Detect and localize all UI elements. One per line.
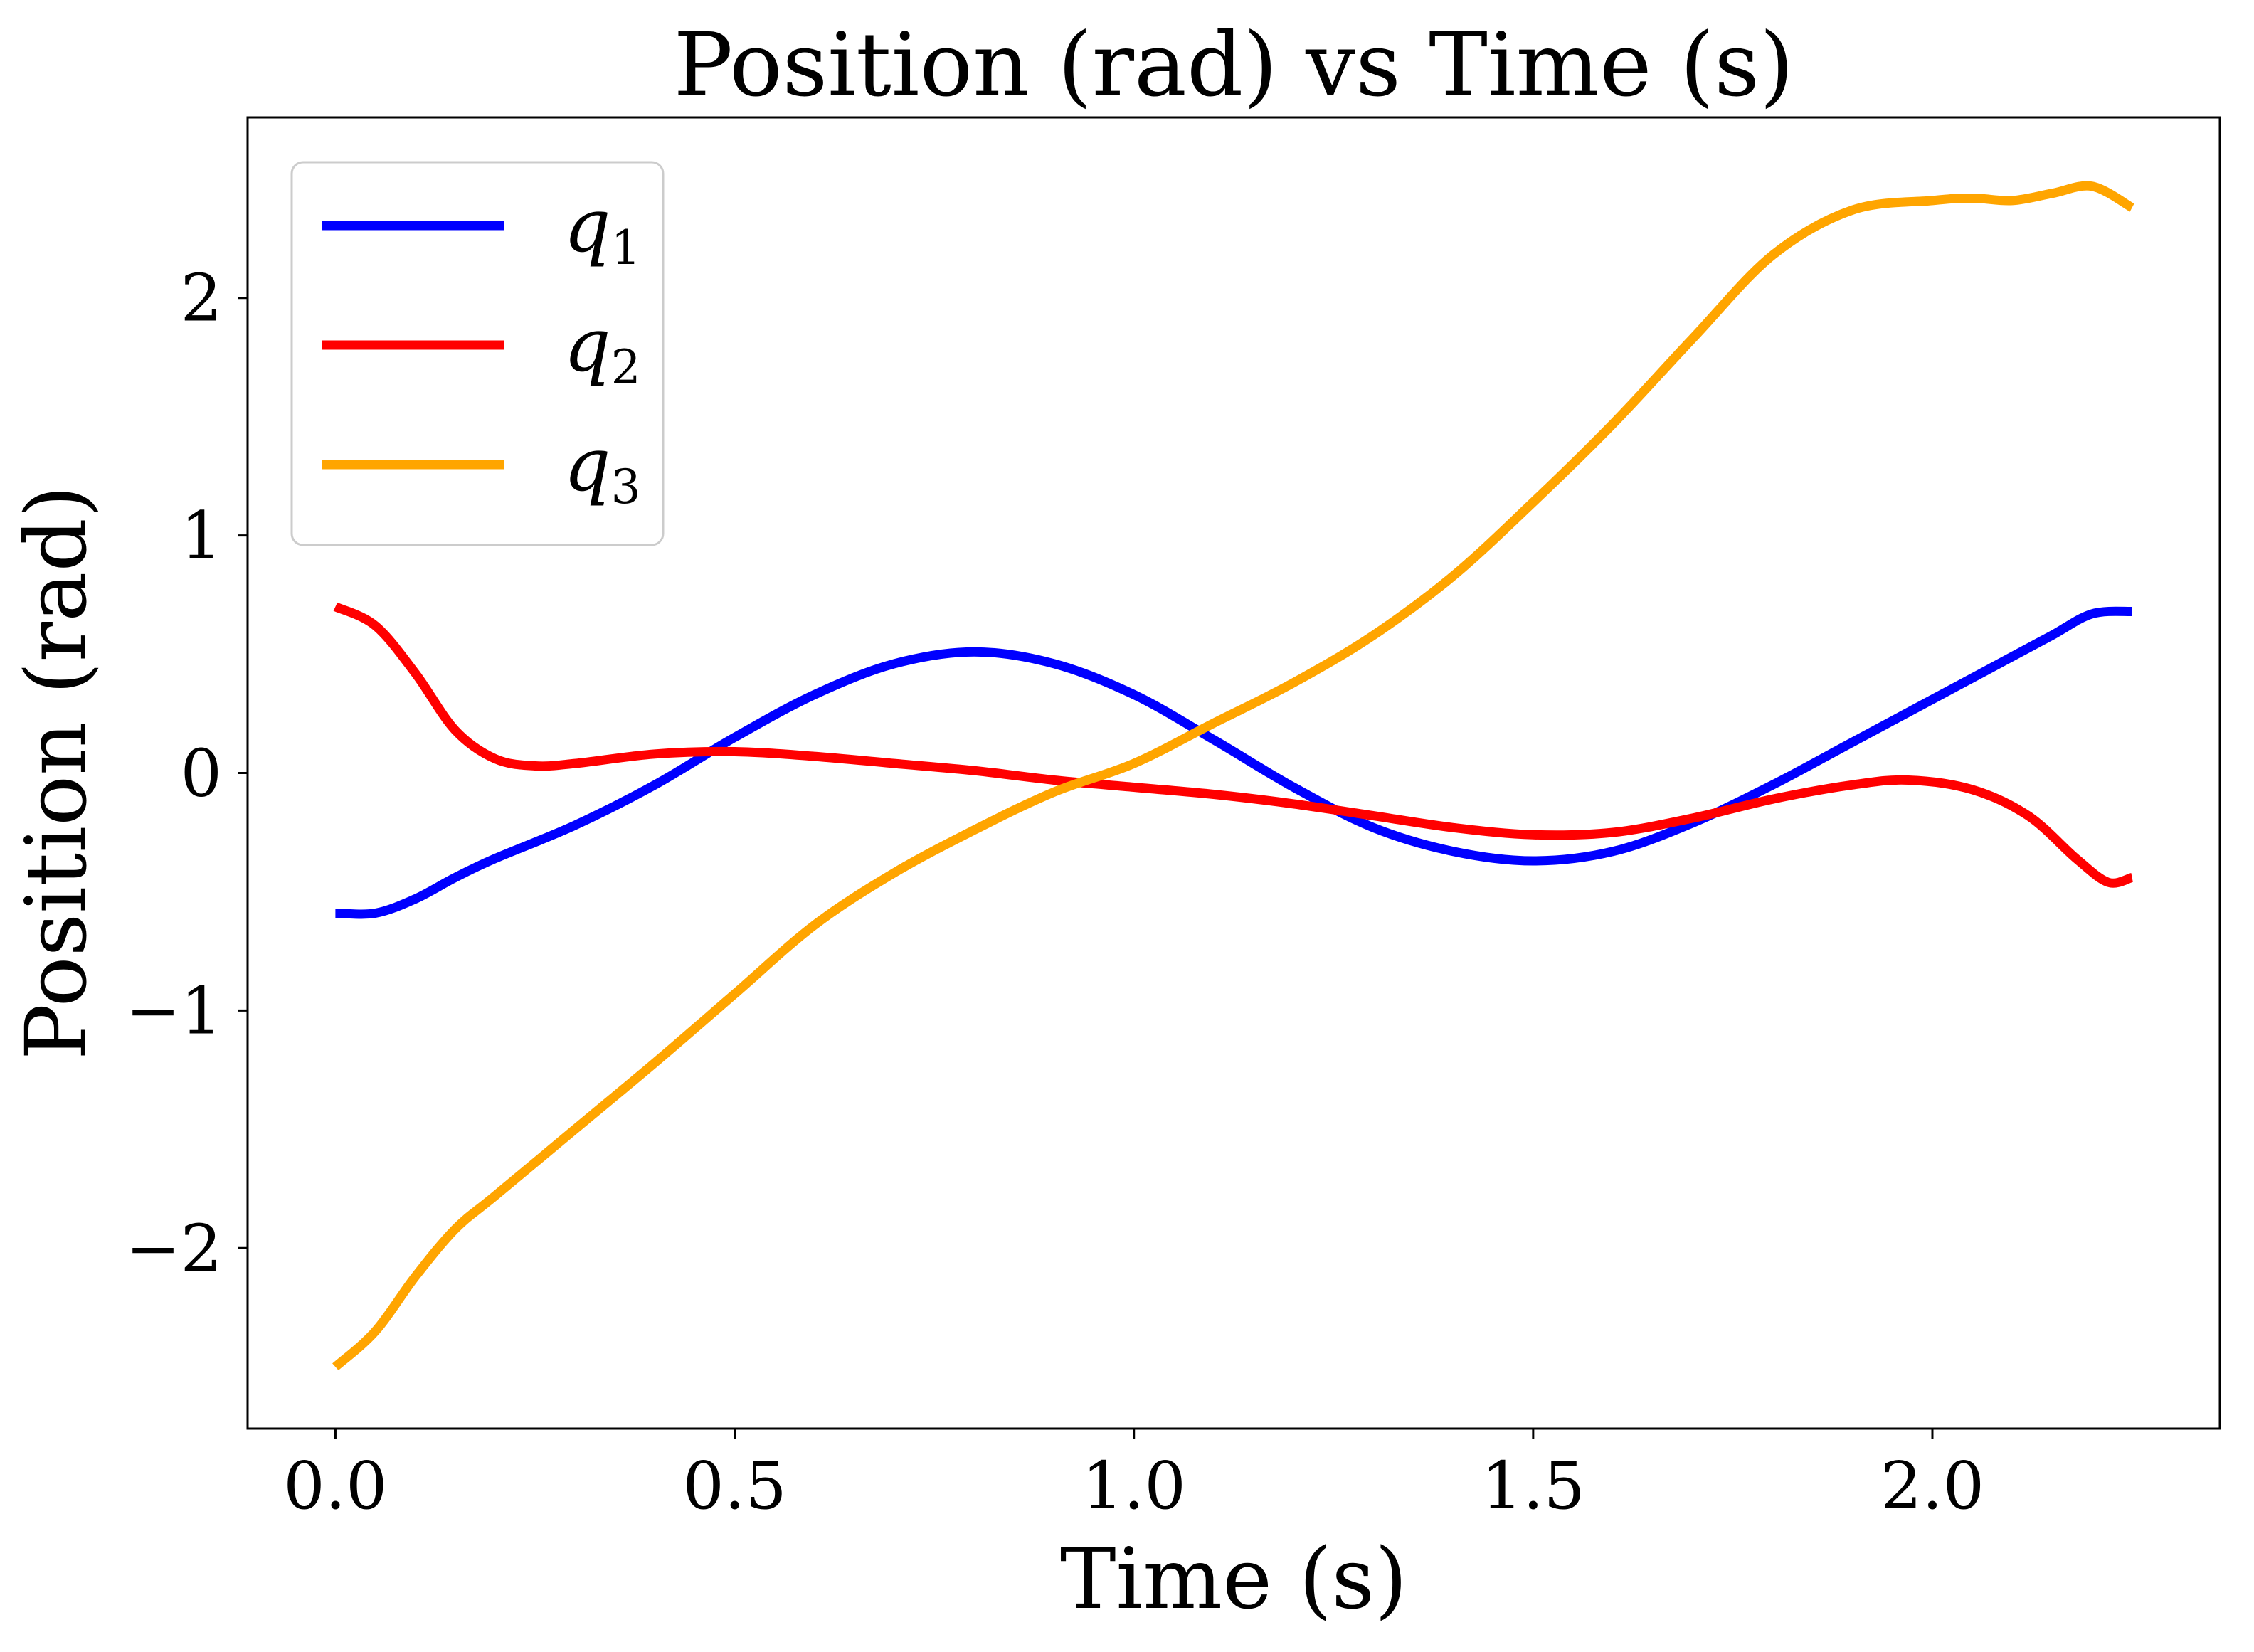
ticks-layer: 0.0 0.5 1.0 1.5 2.0 −2 −1 0 1 2: [125, 260, 1984, 1524]
x-tick-label: 1.0: [1082, 1448, 1186, 1524]
legend-subscript: 2: [611, 340, 641, 395]
plot-frame: [246, 116, 2221, 1430]
y-tick-label: 0: [180, 736, 222, 812]
y-tick-label: −2: [125, 1210, 222, 1286]
series-layer: [332, 181, 2134, 1371]
x-tick-label: 0.5: [682, 1448, 786, 1524]
legend-subscript: 3: [611, 460, 641, 514]
legend-subscript: 1: [611, 221, 641, 275]
x-tick-label: 2.0: [1880, 1448, 1984, 1524]
x-tick-label: 1.5: [1481, 1448, 1585, 1524]
x-tick-label: 0.0: [283, 1448, 387, 1524]
series-line-q1: [335, 606, 2132, 919]
y-axis-label: Position (rad): [7, 485, 105, 1060]
legend-box: [290, 161, 665, 546]
chart-title: Position (rad) vs Time (s): [674, 14, 1794, 117]
series-line-q3: [332, 181, 2134, 1371]
y-tick-label: 1: [180, 498, 222, 574]
series-line-q2: [333, 602, 2134, 888]
y-tick-label: −1: [125, 973, 222, 1049]
x-axis-label: Time (s): [1060, 1530, 1407, 1628]
y-tick-label: 2: [180, 260, 222, 337]
